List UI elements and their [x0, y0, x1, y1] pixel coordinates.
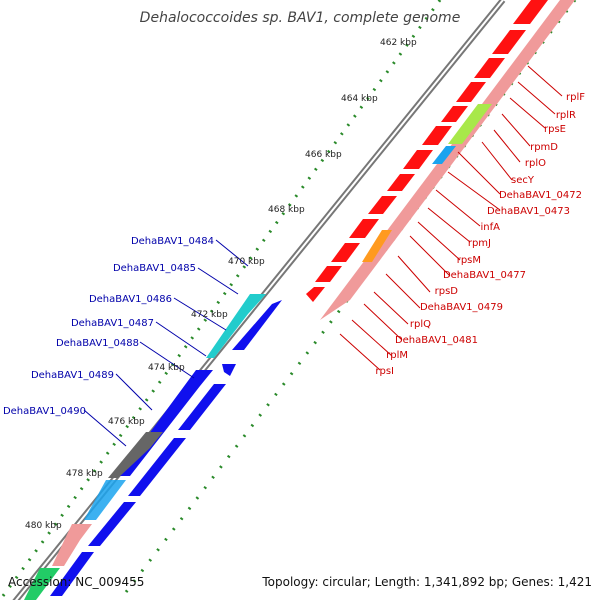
gene-label: DehaBAV1_0485	[113, 263, 196, 274]
feature-band	[320, 0, 575, 320]
scale-tick-labels: 462 kbp 464 kbp 466 kbp 468 kbp 470 kbp …	[25, 38, 417, 531]
gene-label: rplM	[386, 350, 408, 361]
gene-label: DehaBAV1_0488	[56, 338, 139, 349]
accession-label: Accession: NC_009455	[8, 575, 145, 589]
scale-tick-label: 464 kbp	[341, 94, 378, 104]
map-title: Dehalococcoides sp. BAV1, complete genom…	[139, 10, 461, 26]
scale-tick-label: 472 kbp	[191, 310, 228, 320]
gene-label: rpmD	[530, 142, 558, 153]
gene-label: rplQ	[410, 319, 431, 330]
cds-track-left-strand	[50, 300, 282, 596]
gene-label: secY	[511, 175, 535, 186]
gene-label: DehaBAV1_0490	[3, 406, 86, 417]
gene-label: rpsD	[435, 286, 459, 297]
scale-tick-label: 478 kbp	[66, 469, 103, 479]
red-arrow-track	[306, 0, 548, 302]
gene-label: DehaBAV1_0472	[499, 190, 582, 201]
cds-track-left	[24, 294, 266, 600]
scale-tick-label: 480 kbp	[25, 521, 62, 531]
gene-label: DehaBAV1_0477	[443, 270, 526, 281]
scale-tick-label: 468 kbp	[268, 205, 305, 215]
right-gene-labels: rplF rplR rpsE rpmD rplO secY DehaBAV1_0…	[375, 92, 585, 377]
gene-label: infA	[481, 222, 501, 233]
topology-summary: Topology: circular; Length: 1,341,892 bp…	[262, 575, 592, 589]
scale-tick-label: 462 kbp	[380, 38, 417, 48]
gene-label: DehaBAV1_0489	[31, 370, 114, 381]
left-leaders	[83, 239, 249, 447]
scale-tick-label: 476 kbp	[108, 417, 145, 427]
gene-label: DehaBAV1_0473	[487, 206, 570, 217]
gene-label: rplO	[525, 158, 546, 169]
scale-tick-label: 470 kbp	[228, 257, 265, 267]
gene-label: DehaBAV1_0487	[71, 318, 154, 329]
scale-tick-label: 474 kbp	[148, 363, 185, 373]
left-gene-labels: DehaBAV1_0484 DehaBAV1_0485 DehaBAV1_048…	[3, 236, 214, 417]
gene-label: rplF	[566, 92, 585, 103]
scale-tick-label: 466 kbp	[305, 150, 342, 160]
gene-label: rpsI	[375, 366, 394, 377]
gene-label: rpsE	[544, 124, 566, 135]
gene-label: DehaBAV1_0486	[89, 294, 172, 305]
gene-label: rpsM	[457, 255, 481, 266]
scale-inner	[0, 0, 442, 600]
gene-label: rplR	[556, 110, 576, 121]
gene-label: DehaBAV1_0484	[131, 236, 214, 247]
gene-label: DehaBAV1_0479	[420, 302, 503, 313]
gene-label: rpmJ	[468, 238, 491, 249]
gene-label: DehaBAV1_0481	[395, 335, 478, 346]
right-leaders	[339, 65, 563, 371]
